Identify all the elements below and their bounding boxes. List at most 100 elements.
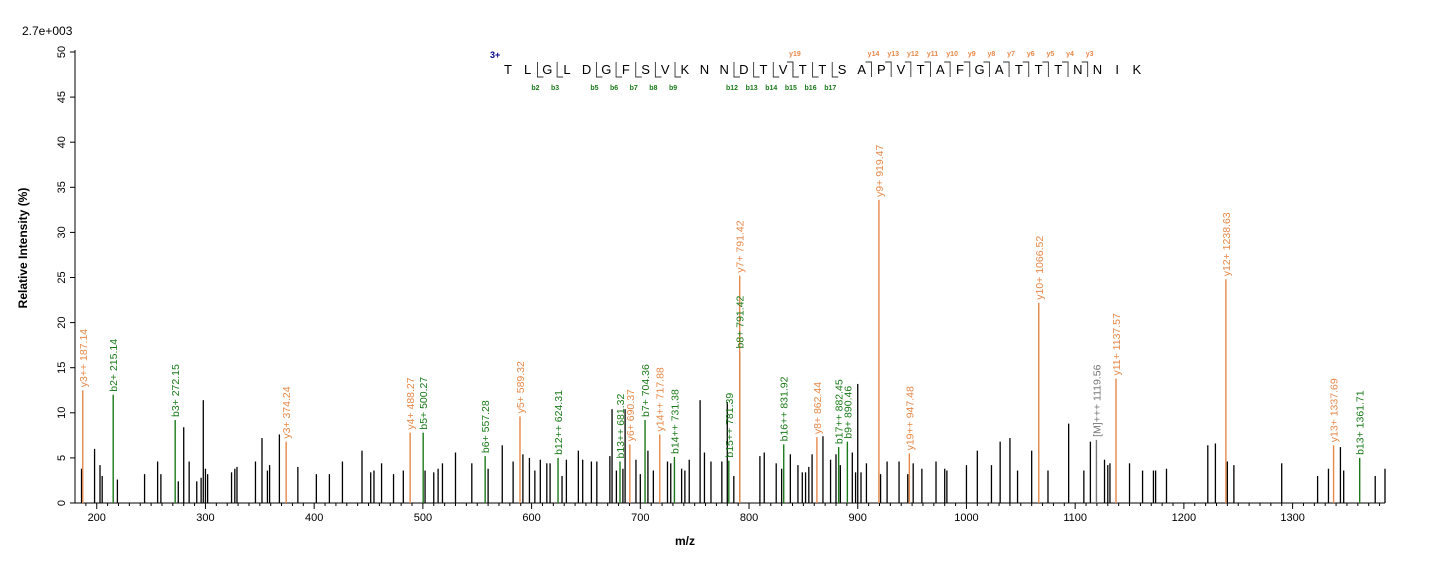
b-cleavage-mark — [595, 62, 603, 78]
sequence-residue: N — [700, 62, 709, 77]
peak-label: y11+ 1137.57 — [1111, 313, 1123, 376]
y-cleavage-mark — [1062, 61, 1069, 77]
peaks — [80, 199, 1386, 503]
sequence-residue: A — [995, 62, 1004, 77]
peak-label: b3+ 272.15 — [170, 364, 182, 417]
b-ion-index: b16 — [805, 85, 817, 92]
y-ion-index: y11 — [927, 51, 938, 58]
x-tick-label: 1000 — [954, 512, 978, 524]
b-ion-index: b7 — [630, 85, 638, 92]
x-tick-label: 1100 — [1063, 512, 1087, 524]
sequence-residue: P — [877, 62, 886, 77]
sequence-residue: D — [739, 62, 748, 77]
sequence-residue: A — [857, 62, 866, 77]
peak-label: b15++ 781.39 — [724, 393, 736, 458]
b-cleavage-mark — [635, 62, 642, 78]
y-tick-label: 5 — [56, 455, 68, 461]
b-cleavage-mark — [831, 62, 839, 78]
y-cleavage-mark — [1042, 61, 1049, 77]
x-tick-label: 1200 — [1172, 512, 1196, 524]
b-cleavage-mark — [733, 62, 740, 78]
y-cleavage-mark — [904, 61, 912, 77]
y-tick-label: 25 — [56, 271, 68, 283]
peak-labels: y3++ 187.14 b2+ 215.14 b3+ 272.15 y3+ 374.2… — [78, 145, 1367, 459]
sequence-residue: V — [897, 62, 906, 77]
y-tick-label: 35 — [56, 181, 68, 193]
x-tick-label: 200 — [88, 512, 106, 524]
x-axis-title: m/z — [675, 534, 695, 548]
sequence-residue: K — [681, 62, 690, 77]
peak-label: b17++ 882.45 — [834, 379, 846, 444]
sequence-residue: T — [1015, 62, 1023, 77]
y-tick-label: 45 — [56, 91, 68, 103]
x-tick-label: 1300 — [1280, 512, 1304, 524]
y-cleavage-mark — [924, 61, 931, 77]
peak-label: y6+ 690.37 — [625, 389, 637, 441]
axes: 0 5 10 15 20 25 30 35 40 45 50 200 300 400 500 600 700 80… — [56, 46, 1385, 524]
sequence-residue: T — [799, 62, 807, 77]
b-ion-index: b5 — [590, 85, 598, 92]
peak-label: y13+ 1337.69 — [1329, 378, 1341, 442]
x-tick-label: 500 — [414, 512, 432, 524]
peak-label: b12++ 624.31 — [553, 390, 565, 455]
y-ion-index: y3 — [1086, 51, 1094, 58]
sequence-residue: T — [818, 62, 826, 77]
sequence-residue: T — [1054, 62, 1062, 77]
x-tick-label: 400 — [305, 512, 323, 524]
peak-label: y14++ 717.88 — [655, 367, 667, 431]
b-ion-index: b8 — [649, 85, 657, 92]
y-tick-label: 30 — [56, 226, 68, 238]
b-cleavage-mark — [753, 62, 760, 78]
x-tick-label: 600 — [522, 512, 540, 524]
y-ion-index: y12 — [907, 51, 919, 58]
y-tick-label: 15 — [56, 362, 68, 374]
sequence-residue: S — [641, 62, 650, 77]
sequence-residue: G — [601, 62, 611, 77]
sequence-residue: V — [661, 62, 670, 77]
y-axis-title: Relative Intensity (%) — [16, 188, 30, 309]
sequence-residue: N — [1073, 62, 1082, 77]
sequence-residue: T — [1035, 62, 1043, 77]
b-ion-index: b9 — [669, 85, 677, 92]
sequence-residue: I — [1115, 62, 1119, 77]
b-cleavage-mark — [556, 62, 564, 78]
y-ion-index: y13 — [887, 51, 899, 58]
peak-label: [M]+++ 1119.56 — [1091, 364, 1103, 436]
peak-label: y19++ 947.48 — [904, 386, 916, 450]
peak-label: b13++ 681.32 — [615, 394, 627, 459]
b-ion-index: b6 — [610, 85, 618, 92]
intensity-scale-label: 2.7e+003 — [22, 24, 73, 38]
peak-label: y9+ 919.47 — [874, 145, 886, 197]
b-ion-index: b14 — [765, 85, 777, 92]
y-ion-index: y14 — [868, 51, 880, 58]
peak-label: b7+ 704.36 — [640, 364, 652, 417]
peak-label: b13+ 1361.71 — [1355, 390, 1367, 455]
sequence-residue: L — [563, 62, 570, 77]
x-tick-label: 900 — [849, 512, 867, 524]
sequence-residue: G — [975, 62, 985, 77]
y-cleavage-mark — [786, 61, 794, 77]
sequence-residue: V — [779, 62, 788, 77]
peak-label: y3+ 374.24 — [281, 386, 293, 438]
peak-label: y10+ 1066.52 — [1034, 236, 1046, 300]
peak-label: b16++ 831.92 — [779, 376, 791, 441]
sequence-residue: S — [838, 62, 847, 77]
sequence-residue: N — [1093, 62, 1102, 77]
peak-label: y7+ 791.42 — [735, 220, 747, 272]
y-ion-index: y10 — [946, 51, 958, 58]
charge-state: 3+ — [490, 50, 500, 60]
b-ion-index: b17 — [824, 85, 836, 92]
y-cleavage-mark — [885, 61, 892, 77]
y-tick-label: 10 — [56, 407, 68, 419]
sequence-residue: T — [504, 62, 512, 77]
y-tick-label: 0 — [56, 500, 68, 506]
peak-label: b5+ 500.27 — [418, 377, 430, 430]
sequence-residue: F — [956, 62, 964, 77]
peak-label: b14++ 731.38 — [669, 389, 681, 454]
y-ion-index: y5 — [1046, 51, 1054, 58]
b-ion-index: b12 — [726, 85, 738, 92]
b-cleavage-mark — [615, 62, 623, 78]
peak-label: b6+ 557.28 — [480, 400, 492, 453]
sequence-residue: K — [1132, 62, 1141, 77]
